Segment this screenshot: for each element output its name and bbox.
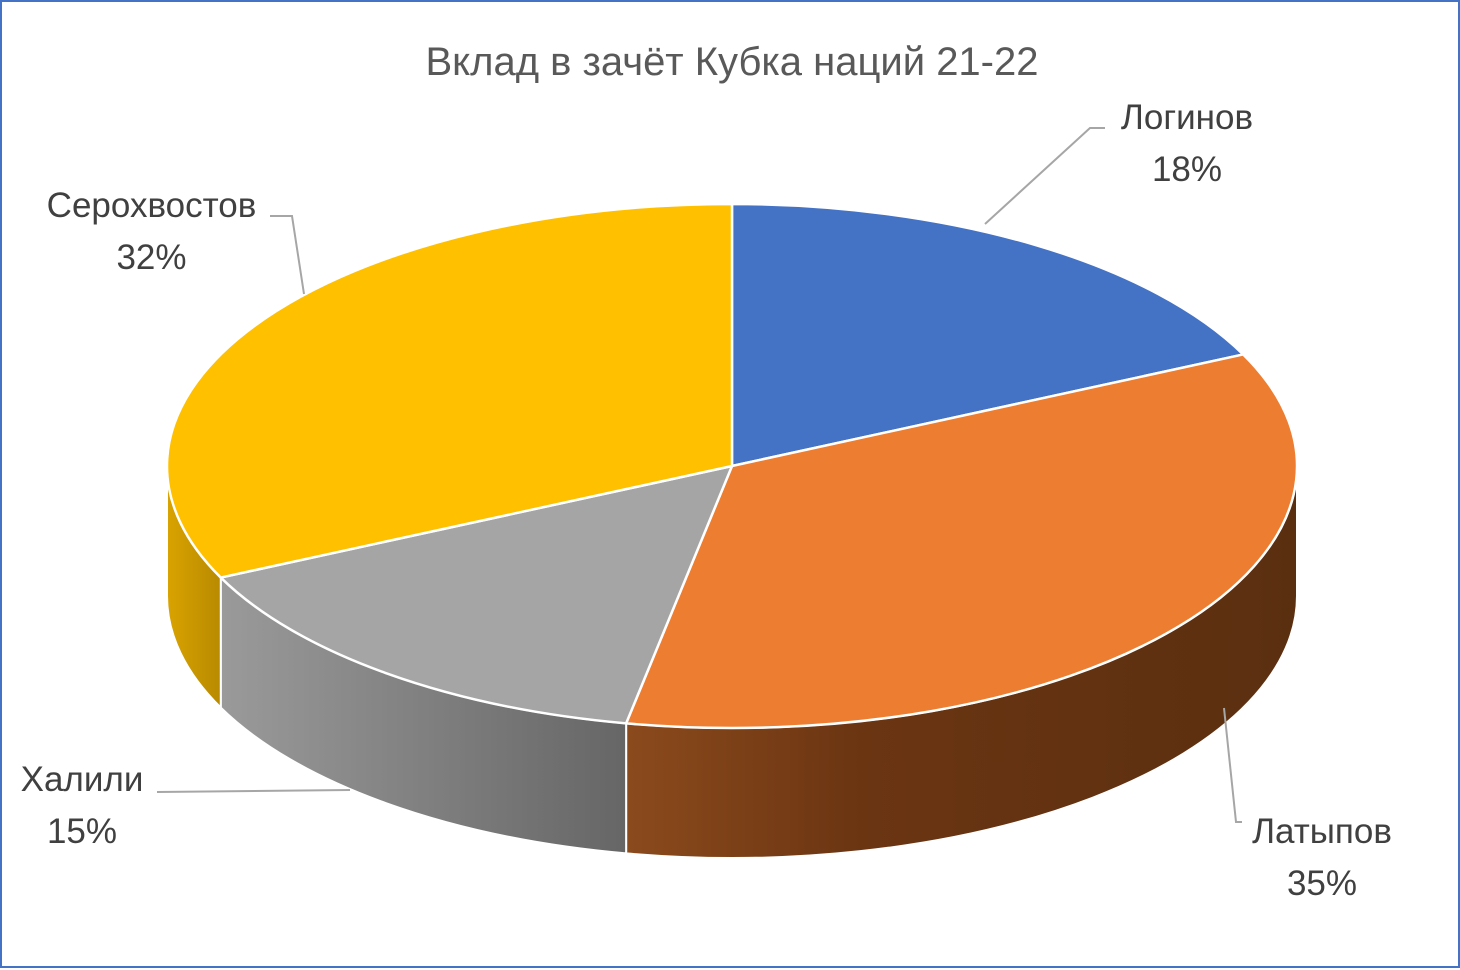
- slice-percent: 35%: [1286, 864, 1358, 903]
- slice-name: Серохвостов: [46, 186, 257, 225]
- slice-khalili: [219, 464, 734, 725]
- slice-latypov: [624, 353, 1299, 730]
- slice-percent: 15%: [46, 812, 118, 851]
- leader-line-khalili: [156, 789, 351, 793]
- leader-line-loginov: [984, 127, 1105, 225]
- slice-loginov: [730, 202, 1245, 468]
- slice-percent: 32%: [116, 238, 187, 277]
- leader-line-latypov: [1223, 707, 1242, 823]
- data-label-khalili: Халили 15%: [2, 754, 162, 858]
- slice-percent: 18%: [1151, 150, 1223, 189]
- slice-name: Халили: [20, 760, 144, 799]
- slice-name: Логинов: [1120, 98, 1254, 137]
- slice-name: Латыпов: [1252, 812, 1392, 851]
- leader-line-serokhvostov: [270, 215, 305, 295]
- slice-serokhvostov: [165, 202, 734, 579]
- data-label-loginov: Логинов 18%: [1087, 92, 1287, 196]
- chart-title: Вклад в зачёт Кубка наций 21-22: [425, 40, 1039, 84]
- data-label-latypov: Латыпов 35%: [1217, 806, 1427, 910]
- data-label-serokhvostov: Серохвостов 32%: [24, 180, 279, 284]
